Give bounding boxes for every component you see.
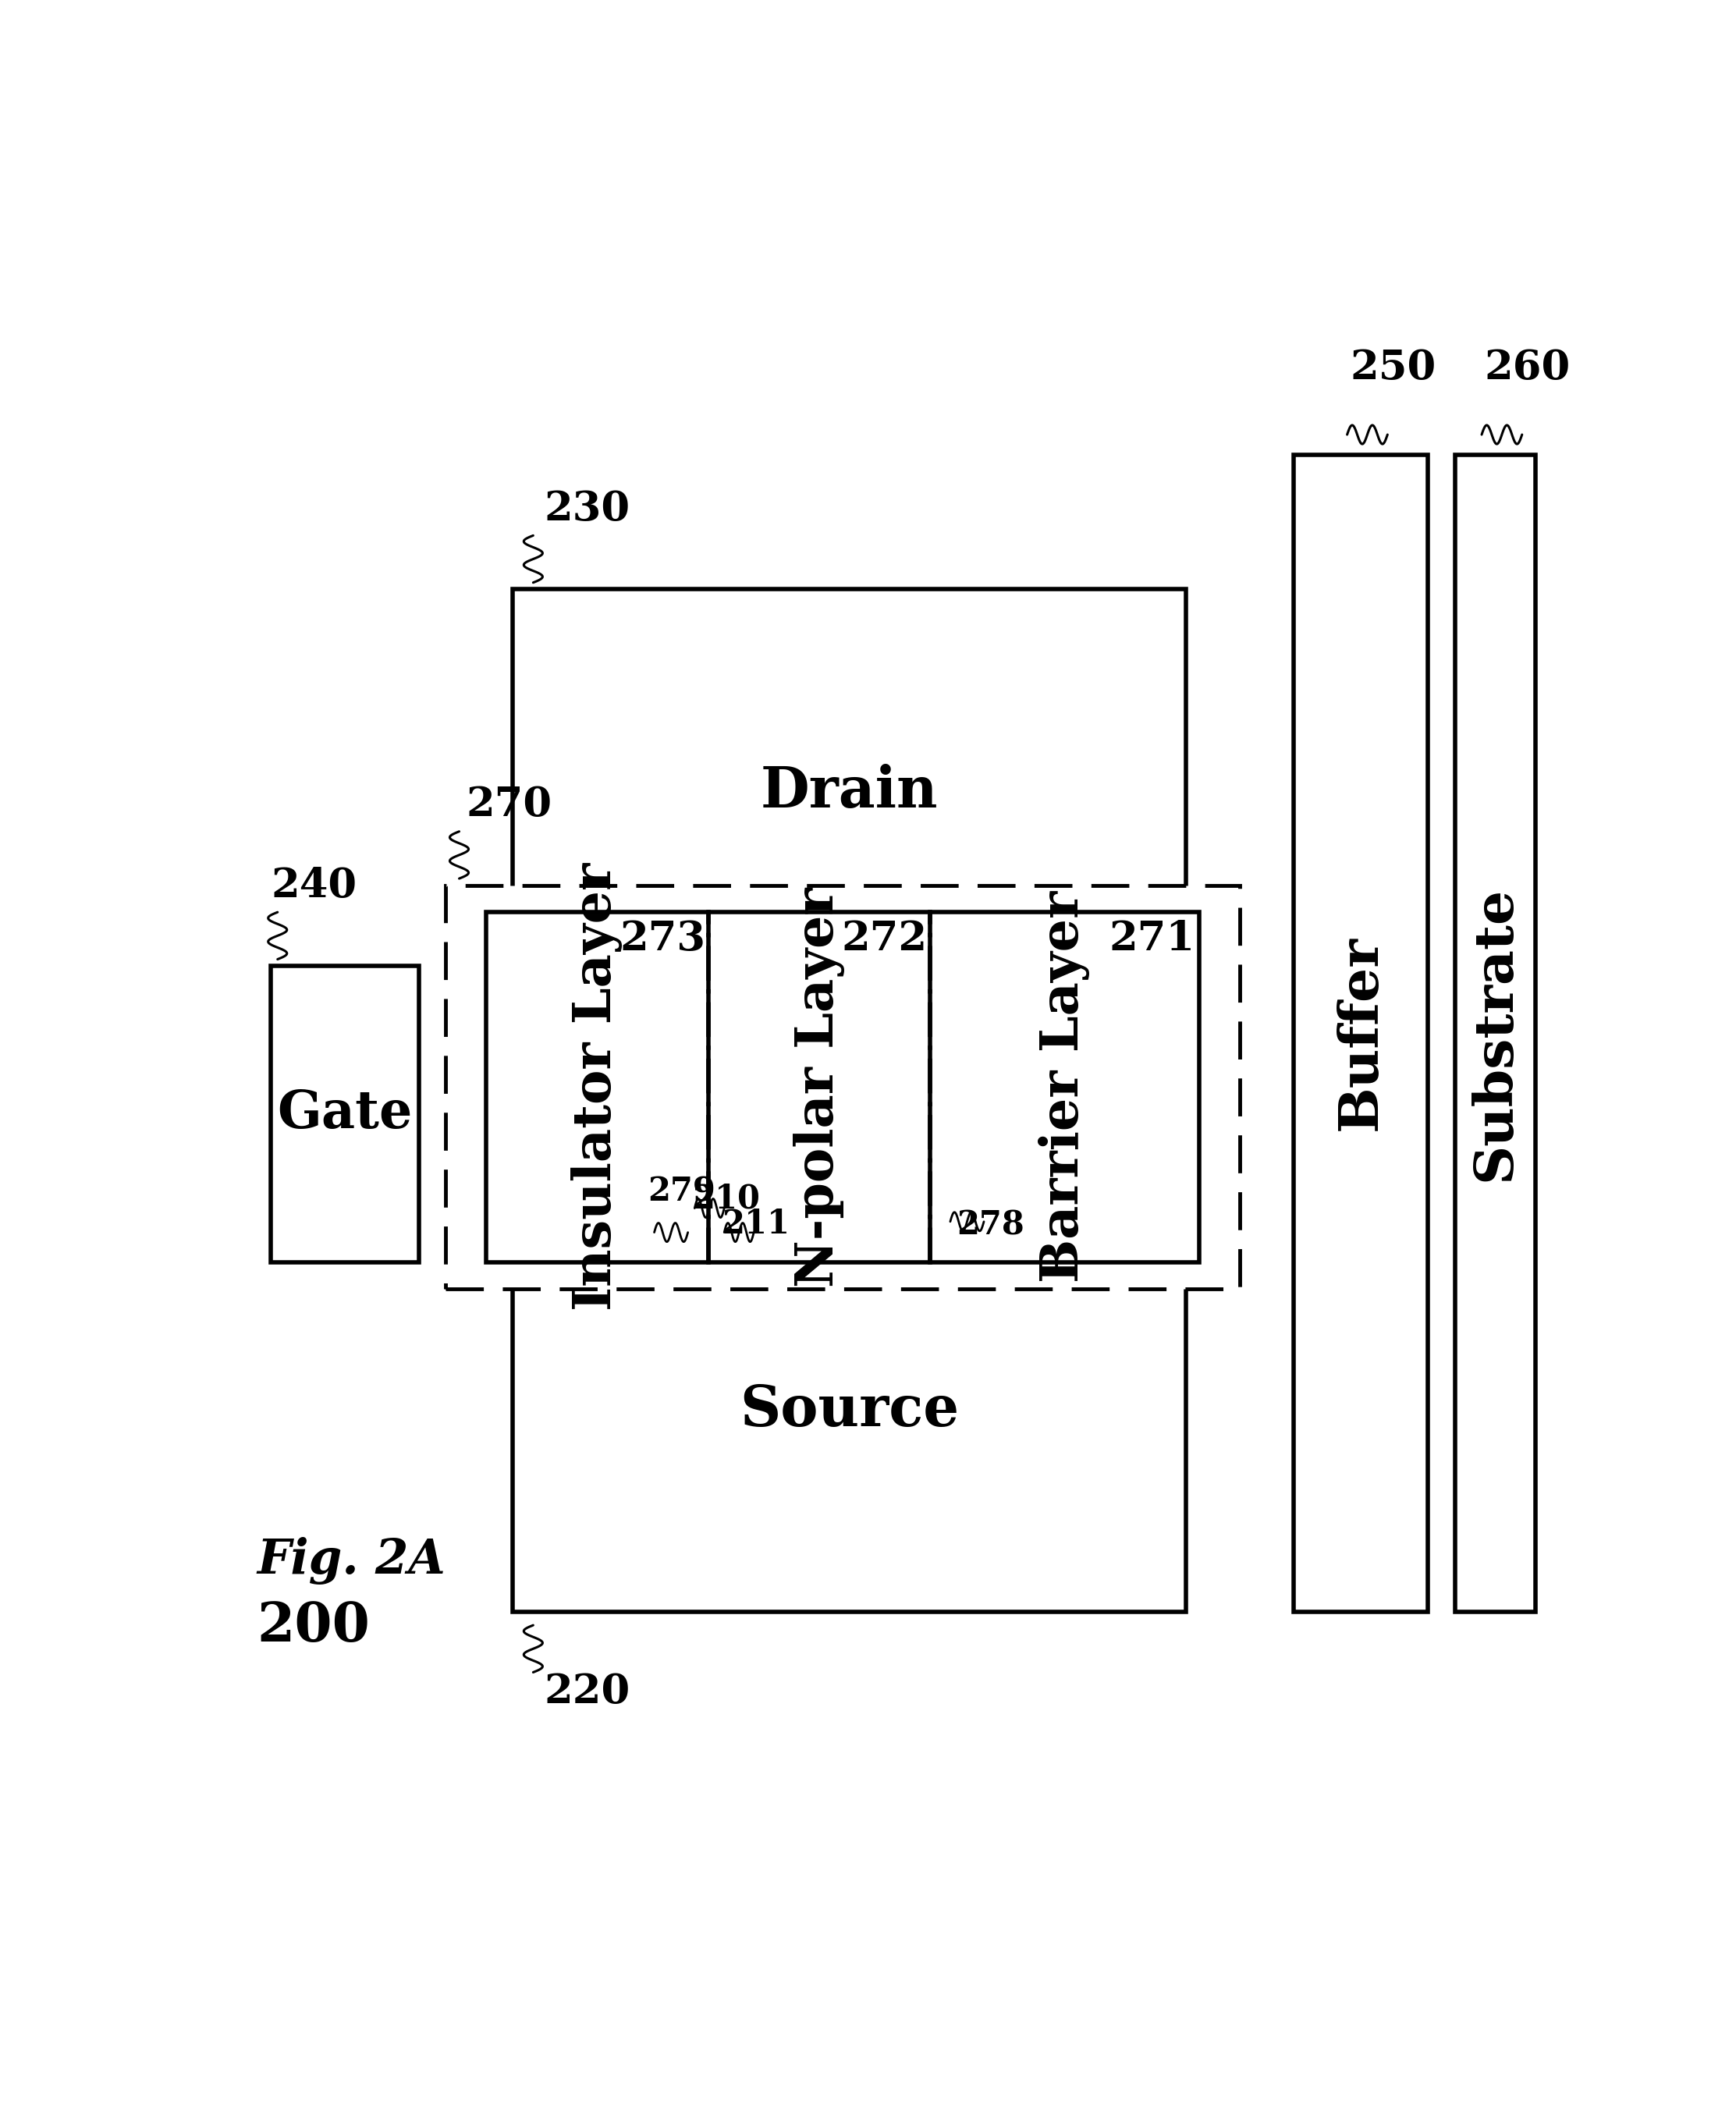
Text: 211: 211 xyxy=(722,1208,790,1239)
Text: 200: 200 xyxy=(257,1601,370,1652)
Bar xyxy=(1455,455,1536,1612)
Bar xyxy=(514,1208,1186,1612)
Bar xyxy=(514,589,1186,993)
Text: Insulator Layer: Insulator Layer xyxy=(571,863,623,1312)
Text: Fig. 2A: Fig. 2A xyxy=(257,1537,446,1584)
Text: 250: 250 xyxy=(1351,349,1436,387)
Text: 220: 220 xyxy=(543,1673,630,1711)
Bar xyxy=(271,965,418,1263)
Text: 272: 272 xyxy=(842,918,927,959)
Text: 210: 210 xyxy=(693,1182,760,1214)
Bar xyxy=(446,884,1240,1288)
Text: 240: 240 xyxy=(271,865,356,906)
Text: 270: 270 xyxy=(465,784,552,825)
Text: 260: 260 xyxy=(1484,349,1571,387)
Text: Source: Source xyxy=(740,1382,958,1437)
Text: 279: 279 xyxy=(648,1176,715,1208)
Text: Drain: Drain xyxy=(760,763,937,819)
Text: N-polar Layer: N-polar Layer xyxy=(793,887,845,1286)
Text: 273: 273 xyxy=(620,918,705,959)
Bar xyxy=(486,912,1200,1263)
Bar xyxy=(1293,455,1427,1612)
Text: Gate: Gate xyxy=(278,1089,413,1140)
Text: 278: 278 xyxy=(957,1210,1024,1242)
Text: Substrate: Substrate xyxy=(1469,887,1521,1180)
Text: Barrier Layer: Barrier Layer xyxy=(1038,891,1090,1282)
Text: Buffer: Buffer xyxy=(1335,935,1387,1131)
Text: 271: 271 xyxy=(1109,918,1194,959)
Text: 230: 230 xyxy=(543,489,630,529)
